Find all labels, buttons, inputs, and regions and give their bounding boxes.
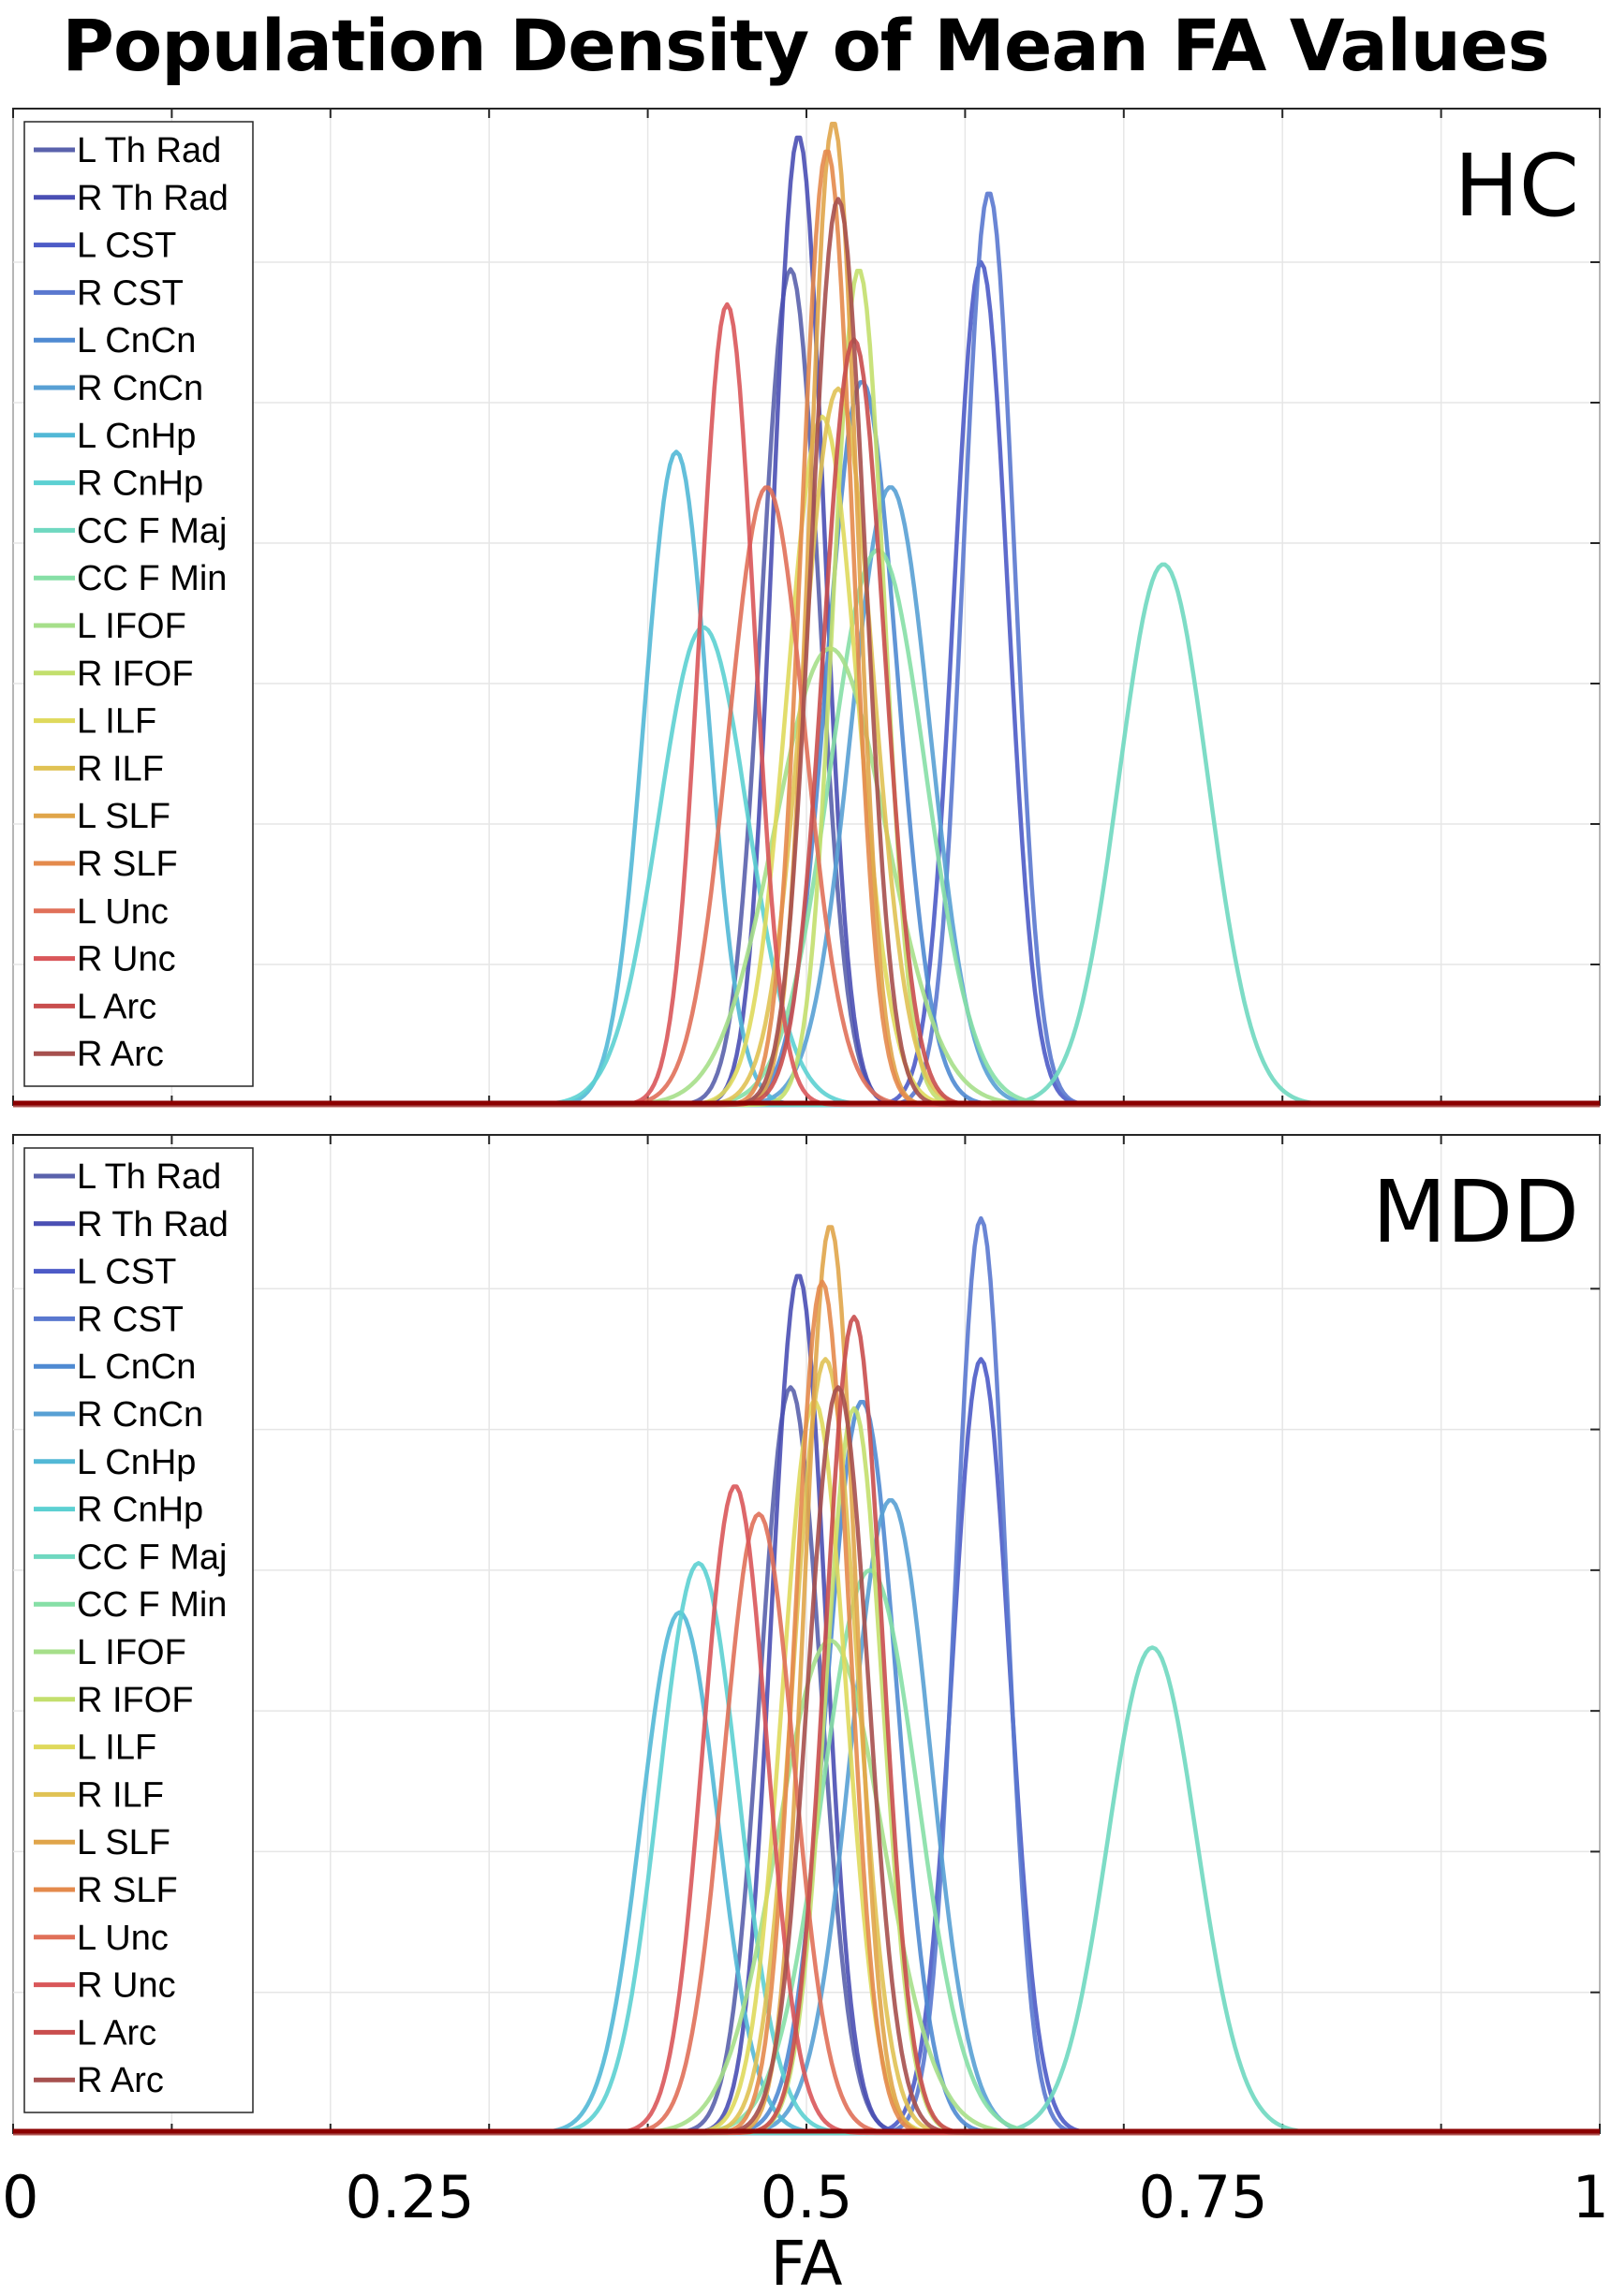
legend-entry: L Th Rad [77,131,221,170]
legend-entry: R CnHp [77,464,203,504]
legend-box [23,121,254,1087]
legend-entry: L Arc [77,987,156,1026]
legend-entry: R Th Rad [77,1205,229,1244]
x-tick-label: 0.75 [1138,2163,1267,2231]
legend-entry: L ILF [77,1729,156,1768]
legend-entry: R Unc [77,1966,176,2006]
legend: L Th Rad R Th Rad L CST R CST L CnCn R CnCn L … [23,121,254,1087]
x-tick-label: 1 [1573,2163,1609,2231]
legend-entry: CC F Min [77,1585,227,1625]
legend-entry: L IFOF [77,607,186,646]
legend-entry: CC F Min [77,559,227,598]
x-axis-label: FA [770,2228,842,2296]
legend-entry: R Unc [77,940,176,979]
legend-entry: R CnHp [77,1491,203,1530]
legend-box [23,1147,254,2113]
x-tick-label: 0.5 [761,2163,853,2231]
legend-entry: R IFOF [77,655,194,694]
legend-entry: L CnHp [77,417,196,456]
legend-entry: R CST [77,273,184,313]
legend-entry: L Th Rad [77,1157,221,1197]
legend-entry: R ILF [77,1775,164,1815]
legend-entry: L CST [77,227,176,266]
panel-mdd: MDD L Th Rad R Th Rad L CST R CST L CnCn R CnC… [12,1134,1601,2136]
legend-entry: L ILF [77,702,156,742]
legend-entry: R SLF [77,845,178,884]
legend-entry: L CnCn [77,321,196,361]
panel-label: MDD [1372,1162,1579,1262]
legend-entry: R IFOF [77,1681,194,1720]
legend-entry: L CnCn [77,1347,196,1387]
legend-entry: R ILF [77,749,164,788]
x-tick-label: 0.25 [345,2163,474,2231]
legend-entry: L SLF [77,797,170,836]
legend-entry: R Arc [77,1035,164,1074]
legend-entry: L Unc [77,1919,169,1958]
legend-entry: L Unc [77,892,169,932]
chart-title: Population Density of Mean FA Values [62,4,1549,87]
legend-entry: R CnCn [77,1395,203,1435]
legend: L Th Rad R Th Rad L CST R CST L CnCn R CnCn L … [23,1147,254,2113]
legend-entry: R Th Rad [77,179,229,218]
legend-entry: L Arc [77,2013,156,2053]
legend-entry: CC F Maj [77,511,227,551]
legend-entry: L CnHp [77,1443,196,1482]
legend-entry: CC F Maj [77,1538,227,1577]
legend-entry: R CnCn [77,369,203,408]
x-tick-label: 0 [2,2163,38,2231]
legend-entry: L IFOF [77,1633,186,1672]
legend-entry: L SLF [77,1823,170,1862]
panel-label: HC [1455,136,1579,236]
panel-hc: HC L Th Rad R Th Rad L CST R CST L CnCn R CnCn… [12,108,1601,1108]
legend-entry: R SLF [77,1871,178,1910]
legend-entry: R CST [77,1300,184,1339]
legend-entry: L CST [77,1253,176,1292]
legend-entry: R Arc [77,2061,164,2100]
